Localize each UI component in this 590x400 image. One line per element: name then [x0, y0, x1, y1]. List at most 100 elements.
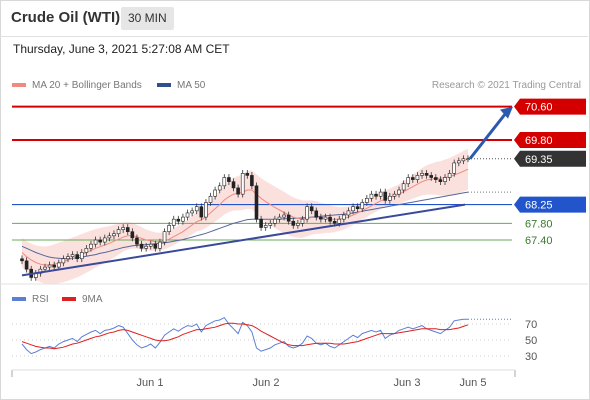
candle-body	[89, 243, 93, 249]
legend-label: MA 50	[177, 80, 206, 91]
candle-body	[397, 189, 401, 195]
candle-body	[240, 173, 245, 195]
rsi-legend-label: 9MA	[82, 294, 103, 305]
candle-body	[20, 258, 24, 262]
candle-body	[438, 179, 443, 182]
candle-body	[388, 195, 392, 201]
candle-body	[148, 243, 153, 247]
price-tag-label: 69.35	[525, 154, 553, 166]
candle-body	[346, 210, 351, 216]
rsi-legend-swatch	[62, 297, 76, 301]
candle-body	[70, 254, 75, 257]
candle-body	[328, 216, 332, 222]
x-tick-label: Jun 5	[460, 377, 487, 389]
candle-body	[263, 225, 268, 228]
candle-body	[227, 177, 231, 182]
candle-body	[401, 183, 406, 191]
candle-body	[429, 175, 434, 178]
rsi-tick-label: 70	[525, 319, 537, 331]
candle-body	[185, 212, 190, 218]
candle-body	[47, 264, 52, 268]
rsi-ma-line	[21, 322, 469, 350]
candle-body	[208, 195, 213, 203]
candle-body	[56, 262, 61, 268]
candle-body	[190, 210, 194, 214]
credit-text: Research © 2021 Trading Central	[431, 80, 581, 91]
bollinger-band	[22, 148, 468, 285]
candle-body	[107, 235, 112, 239]
candle-body	[282, 214, 286, 218]
ma20-swatch	[12, 83, 26, 88]
candle-body	[457, 160, 461, 164]
candle-body	[443, 177, 447, 182]
rsi-line	[21, 316, 468, 355]
x-tick-label: Jun 3	[394, 377, 421, 389]
candle-body	[112, 233, 116, 237]
candle-body	[75, 254, 79, 260]
candle-body	[452, 162, 457, 174]
candle-body	[199, 206, 204, 218]
candle-body	[319, 216, 323, 220]
candle-body	[213, 189, 217, 197]
candle-body	[369, 193, 374, 199]
candle-body	[365, 198, 369, 203]
candle-body	[144, 245, 148, 249]
legend-label: MA 20 + Bollinger Bands	[32, 80, 142, 91]
candle-body	[273, 218, 277, 224]
candle-body	[259, 218, 263, 228]
candle-body	[245, 173, 250, 176]
candle-body	[434, 177, 438, 180]
candle-body	[217, 185, 222, 191]
price-tag-70.60	[514, 98, 586, 115]
candle-body	[153, 243, 158, 249]
candle-body	[268, 223, 273, 226]
candle-body	[162, 231, 167, 243]
candle-body	[158, 241, 162, 249]
candle-body	[121, 227, 125, 230]
candle-body	[236, 187, 240, 195]
candle-body	[125, 227, 130, 232]
candle-body	[374, 193, 378, 197]
candle-body	[309, 206, 314, 212]
candle-body	[314, 210, 319, 218]
rsi-legend-swatch	[12, 297, 26, 301]
candle-body	[300, 218, 305, 224]
legend-item-ma50: MA 50	[157, 80, 205, 91]
candle-body	[323, 216, 328, 220]
candle-body	[204, 202, 208, 218]
candle-body	[360, 202, 365, 210]
candle-body	[424, 173, 429, 176]
price-tag-label: 69.80	[525, 135, 553, 147]
projection-arrow-head	[500, 106, 513, 119]
candle-body	[337, 218, 342, 224]
candle-body	[61, 258, 66, 264]
candle-body	[181, 216, 185, 222]
price-tag-label: 70.60	[525, 102, 553, 114]
x-tick-label: Jun 1	[137, 377, 164, 389]
candle-body	[277, 216, 282, 220]
candle-body	[102, 237, 107, 243]
ma50-line	[21, 191, 469, 260]
candle-body	[411, 177, 415, 180]
candle-body	[222, 177, 227, 187]
candle-body	[296, 223, 300, 226]
ma50-swatch	[157, 83, 171, 88]
candle-body	[116, 229, 121, 235]
trend-line	[21, 203, 466, 277]
candle-body	[420, 173, 424, 176]
projection-arrow-shaft	[468, 110, 509, 160]
candle-body	[447, 173, 452, 178]
timeframe-badge[interactable]: 30 MIN	[121, 7, 174, 30]
candle-body	[305, 206, 309, 220]
instrument-title: Crude Oil (WTI)	[11, 9, 121, 26]
candle-body	[43, 266, 47, 270]
candle-body	[392, 193, 397, 197]
rsi-legend-label: RSI	[32, 294, 49, 305]
candle-body	[66, 256, 70, 260]
candle-body	[139, 243, 144, 249]
candle-body	[250, 175, 254, 187]
candle-body	[332, 220, 337, 224]
candle-body	[466, 158, 470, 161]
candle-body	[342, 214, 346, 220]
